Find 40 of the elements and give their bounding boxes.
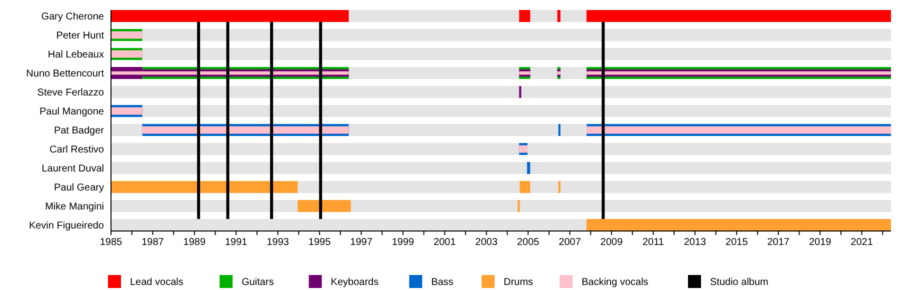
legend-label: Lead vocals	[130, 277, 184, 288]
y-tick-label: Steve Ferlazzo	[37, 88, 104, 98]
y-tick-label: Laurent Duval	[42, 164, 104, 174]
y-tick-label: Kevin Figueiredo	[28, 220, 104, 232]
legend-label: Bass	[431, 277, 454, 288]
x-tick-label: 2021	[850, 237, 874, 248]
x-tick-label: 1999	[392, 237, 415, 248]
y-tick-label: Pat Badger	[54, 126, 105, 136]
y-tick-label: Peter Hunt	[56, 30, 104, 42]
x-tick-label: 2007	[558, 237, 582, 248]
x-tick-label: 1995	[308, 237, 332, 248]
y-tick-label: Hal Lebeaux	[48, 50, 104, 60]
x-tick-label: 2005	[516, 237, 540, 248]
x-tick-label: 2001	[434, 237, 456, 248]
bar	[557, 10, 560, 22]
y-tick-label: Mike Mangini	[45, 202, 104, 212]
x-tick-label: 2015	[726, 237, 748, 248]
y-tick-label: Carl Restivo	[50, 144, 104, 156]
legend-label: Studio album	[710, 277, 768, 288]
x-tick-label: 1987	[142, 237, 164, 248]
legend-label: Backing vocals	[582, 277, 648, 288]
legend-label: Guitars	[242, 277, 274, 288]
legend-label: Keyboards	[330, 277, 379, 288]
x-tick-label: 2013	[684, 237, 707, 248]
y-tick-label: Paul Geary	[54, 182, 104, 194]
bar	[519, 10, 530, 22]
legend-label: Drums	[504, 277, 534, 288]
x-tick-label: 2011	[642, 237, 664, 248]
x-tick-label: 1993	[266, 237, 290, 248]
x-tick-label: 1991	[225, 237, 248, 248]
y-tick-label: Paul Mangone	[40, 106, 104, 118]
x-tick-label: 1985	[100, 237, 123, 248]
x-tick-label: 1997	[350, 237, 373, 248]
x-tick-label: 2003	[475, 237, 498, 248]
x-tick-label: 2009	[600, 237, 624, 248]
y-tick-label: Gary Cherone	[41, 12, 104, 22]
x-tick-label: 2017	[767, 237, 790, 248]
x-tick-label: 1989	[183, 237, 206, 248]
x-tick-label: 2019	[808, 237, 832, 248]
y-tick-label: Nuno Bettencourt	[26, 68, 104, 80]
